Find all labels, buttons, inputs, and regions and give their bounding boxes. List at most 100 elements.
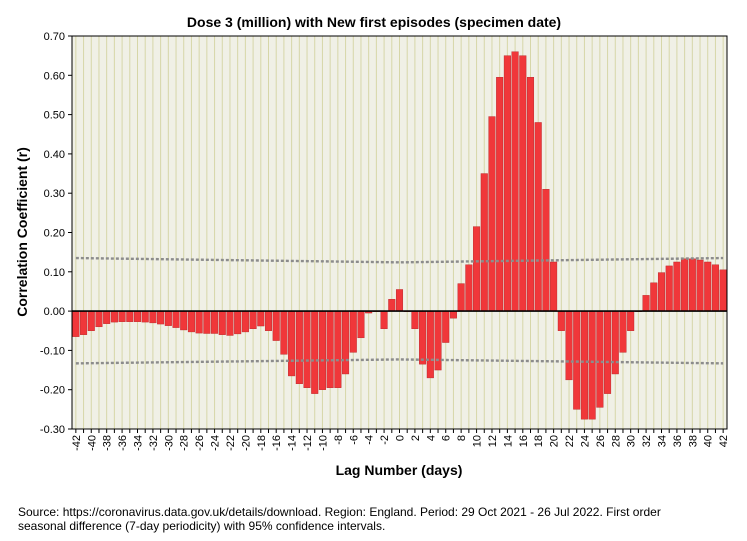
x-tick-label: 34 bbox=[657, 435, 669, 447]
bar bbox=[241, 310, 249, 333]
x-tick-label: -10 bbox=[317, 435, 329, 451]
x-tick-label: 28 bbox=[610, 435, 622, 447]
y-tick-label: -0.20 bbox=[40, 385, 65, 397]
y-tick-label: 0.30 bbox=[44, 188, 65, 200]
bar bbox=[234, 310, 242, 335]
bar bbox=[203, 310, 211, 334]
x-tick-label: 6 bbox=[441, 435, 453, 441]
bar bbox=[157, 310, 165, 325]
bar bbox=[426, 310, 434, 379]
bar bbox=[565, 310, 573, 381]
bar bbox=[103, 310, 111, 324]
bar bbox=[542, 189, 550, 312]
x-tick-label: -34 bbox=[133, 435, 145, 451]
bar bbox=[110, 310, 118, 323]
x-tick-label: 36 bbox=[672, 435, 684, 447]
bar bbox=[326, 310, 334, 388]
footnote-line-2: seasonal difference (7-day periodicity) … bbox=[18, 519, 386, 533]
y-tick-label: -0.10 bbox=[40, 345, 65, 357]
bar bbox=[480, 173, 488, 312]
bar bbox=[249, 310, 257, 329]
bar bbox=[503, 55, 511, 312]
bar bbox=[473, 226, 481, 312]
bar bbox=[442, 310, 450, 343]
bar bbox=[673, 261, 681, 312]
y-tick-label: 0.50 bbox=[44, 110, 65, 122]
x-tick-label: -14 bbox=[287, 435, 299, 451]
bar bbox=[411, 310, 419, 329]
y-axis-label: Correlation Coefficient (r) bbox=[14, 147, 30, 317]
x-tick-label: -32 bbox=[148, 435, 160, 451]
bar bbox=[272, 310, 280, 341]
bar bbox=[226, 310, 234, 336]
bar bbox=[719, 269, 727, 312]
x-tick-label: 2 bbox=[410, 435, 422, 441]
bar bbox=[164, 310, 172, 326]
x-tick-label: 32 bbox=[641, 435, 653, 447]
bar bbox=[118, 310, 126, 322]
x-tick-label: -40 bbox=[86, 435, 98, 451]
y-tick-label: 0.00 bbox=[44, 306, 65, 318]
bar bbox=[681, 258, 689, 312]
x-tick-label: 18 bbox=[533, 435, 545, 447]
bar bbox=[534, 122, 542, 312]
bar bbox=[688, 258, 696, 312]
bar bbox=[604, 310, 612, 394]
x-tick-label: 22 bbox=[564, 435, 576, 447]
x-tick-label: -28 bbox=[179, 435, 191, 451]
y-tick-label: 0.10 bbox=[44, 267, 65, 279]
x-tick-label: 40 bbox=[703, 435, 715, 447]
bar bbox=[318, 310, 326, 390]
bar bbox=[187, 310, 195, 333]
x-tick-label: -2 bbox=[379, 435, 391, 445]
x-tick-label: 20 bbox=[549, 435, 561, 447]
bar bbox=[295, 310, 303, 385]
bar bbox=[280, 310, 288, 355]
bar bbox=[342, 310, 350, 375]
bar bbox=[87, 310, 95, 331]
x-tick-label: -26 bbox=[194, 435, 206, 451]
x-tick-label: 30 bbox=[626, 435, 638, 447]
bar bbox=[488, 116, 496, 312]
bar bbox=[149, 310, 157, 324]
x-tick-label: 12 bbox=[487, 435, 499, 447]
footnote-line-1: Source: https://coronavirus.data.gov.uk/… bbox=[18, 505, 661, 519]
bar bbox=[180, 310, 188, 331]
x-tick-label: -38 bbox=[102, 435, 114, 451]
bar bbox=[126, 310, 134, 322]
x-tick-label: 4 bbox=[425, 435, 437, 441]
bar bbox=[573, 310, 581, 410]
x-tick-label: -36 bbox=[117, 435, 129, 451]
bar bbox=[388, 299, 396, 312]
x-tick-label: 38 bbox=[687, 435, 699, 447]
source-footnote: Source: https://coronavirus.data.gov.uk/… bbox=[18, 505, 733, 533]
x-tick-label: -8 bbox=[333, 435, 345, 445]
bar bbox=[257, 310, 265, 327]
bar bbox=[95, 310, 103, 328]
bar bbox=[349, 310, 357, 353]
x-tick-label: -30 bbox=[163, 435, 175, 451]
y-tick-label: 0.20 bbox=[44, 228, 65, 240]
x-tick-label: -16 bbox=[271, 435, 283, 451]
bar bbox=[619, 310, 627, 353]
bar bbox=[588, 310, 596, 420]
bar bbox=[172, 310, 180, 328]
x-tick-label: 42 bbox=[718, 435, 730, 447]
x-tick-label: -4 bbox=[364, 435, 376, 445]
bar bbox=[465, 264, 473, 312]
upper-confidence-limit bbox=[75, 256, 724, 264]
bar bbox=[711, 264, 719, 312]
bar bbox=[395, 289, 404, 312]
bar bbox=[264, 310, 273, 331]
bar bbox=[596, 310, 604, 408]
bar bbox=[419, 310, 427, 365]
bar bbox=[457, 283, 465, 312]
y-tick-label: 0.60 bbox=[44, 70, 65, 82]
bar bbox=[434, 310, 442, 371]
bar bbox=[141, 310, 149, 323]
bar bbox=[642, 295, 650, 312]
bar bbox=[557, 310, 565, 331]
correlation-chart: -0.30 -0.20 -0.10 0.00 0.10 0.20 0.30 0.40 0.50 0… bbox=[14, 14, 730, 478]
x-tick-label: 0 bbox=[395, 435, 407, 441]
bar bbox=[526, 77, 535, 312]
